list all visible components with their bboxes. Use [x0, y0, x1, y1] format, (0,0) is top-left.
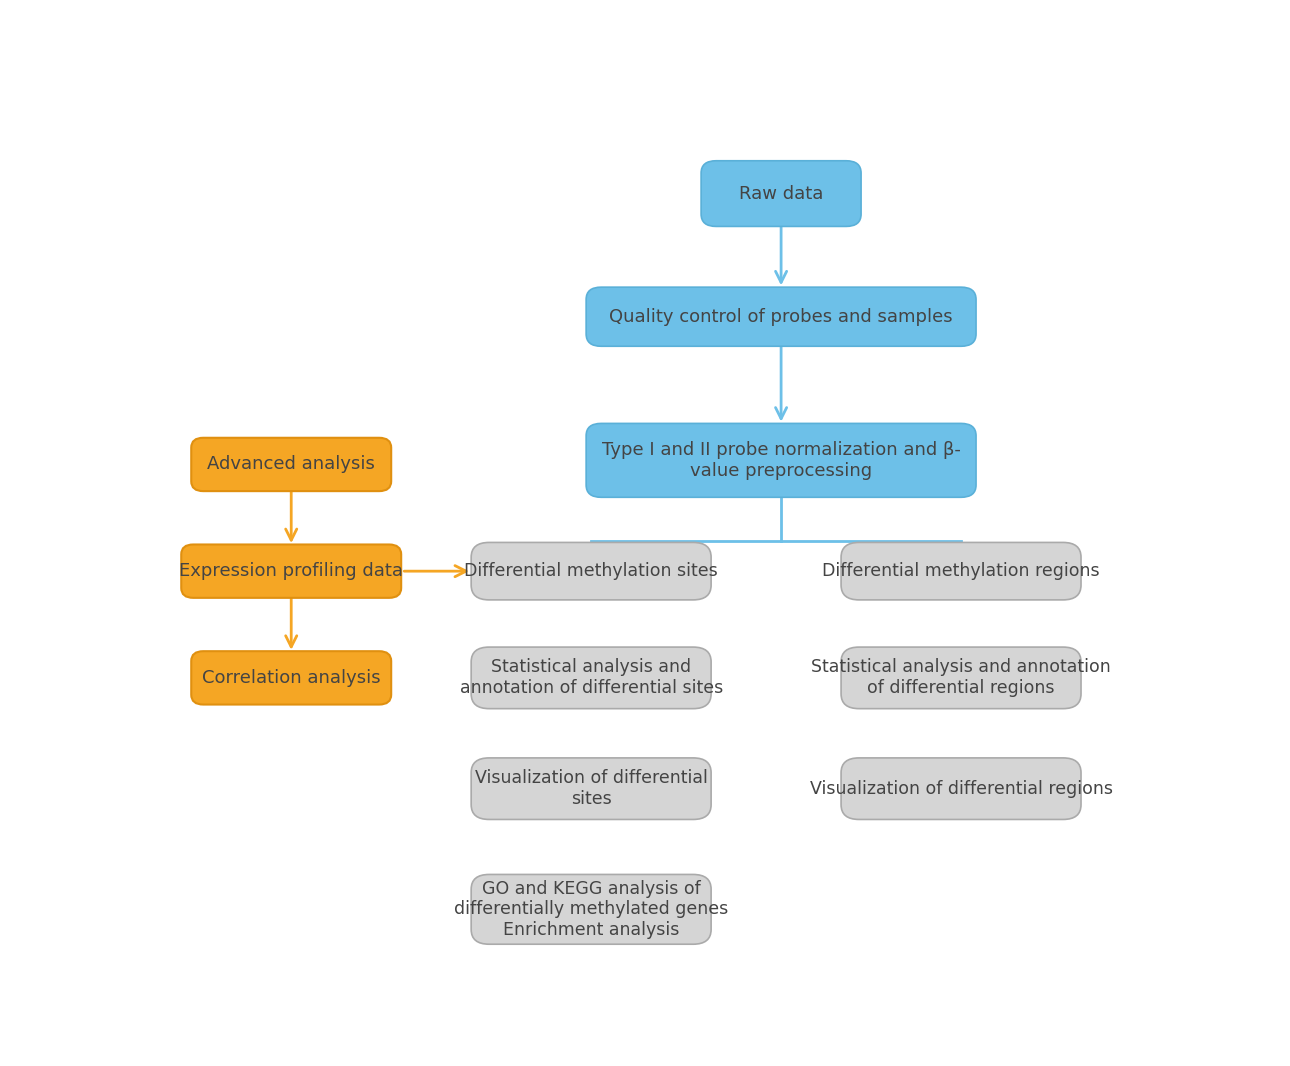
FancyBboxPatch shape — [471, 874, 711, 944]
Text: Type I and II probe normalization and β-
value preprocessing: Type I and II probe normalization and β-… — [601, 441, 961, 480]
Text: Visualization of differential regions: Visualization of differential regions — [810, 779, 1112, 797]
FancyBboxPatch shape — [841, 758, 1081, 820]
Text: Correlation analysis: Correlation analysis — [203, 668, 381, 687]
Text: Advanced analysis: Advanced analysis — [208, 455, 375, 473]
FancyBboxPatch shape — [586, 287, 977, 346]
FancyBboxPatch shape — [841, 543, 1081, 600]
FancyBboxPatch shape — [471, 543, 711, 600]
Text: Visualization of differential
sites: Visualization of differential sites — [475, 770, 708, 808]
FancyBboxPatch shape — [181, 545, 401, 598]
Text: Differential methylation sites: Differential methylation sites — [464, 562, 719, 580]
Text: Expression profiling data: Expression profiling data — [179, 562, 404, 580]
FancyBboxPatch shape — [471, 758, 711, 820]
Text: Raw data: Raw data — [739, 184, 823, 203]
FancyBboxPatch shape — [191, 438, 391, 491]
FancyBboxPatch shape — [586, 423, 977, 497]
Text: Statistical analysis and
annotation of differential sites: Statistical analysis and annotation of d… — [459, 659, 722, 697]
FancyBboxPatch shape — [841, 647, 1081, 709]
FancyBboxPatch shape — [191, 651, 391, 705]
FancyBboxPatch shape — [471, 647, 711, 709]
Text: GO and KEGG analysis of
differentially methylated genes
Enrichment analysis: GO and KEGG analysis of differentially m… — [454, 879, 729, 939]
FancyBboxPatch shape — [702, 161, 862, 226]
Text: Differential methylation regions: Differential methylation regions — [822, 562, 1100, 580]
Text: Statistical analysis and annotation
of differential regions: Statistical analysis and annotation of d… — [811, 659, 1111, 697]
Text: Quality control of probes and samples: Quality control of probes and samples — [609, 308, 953, 326]
